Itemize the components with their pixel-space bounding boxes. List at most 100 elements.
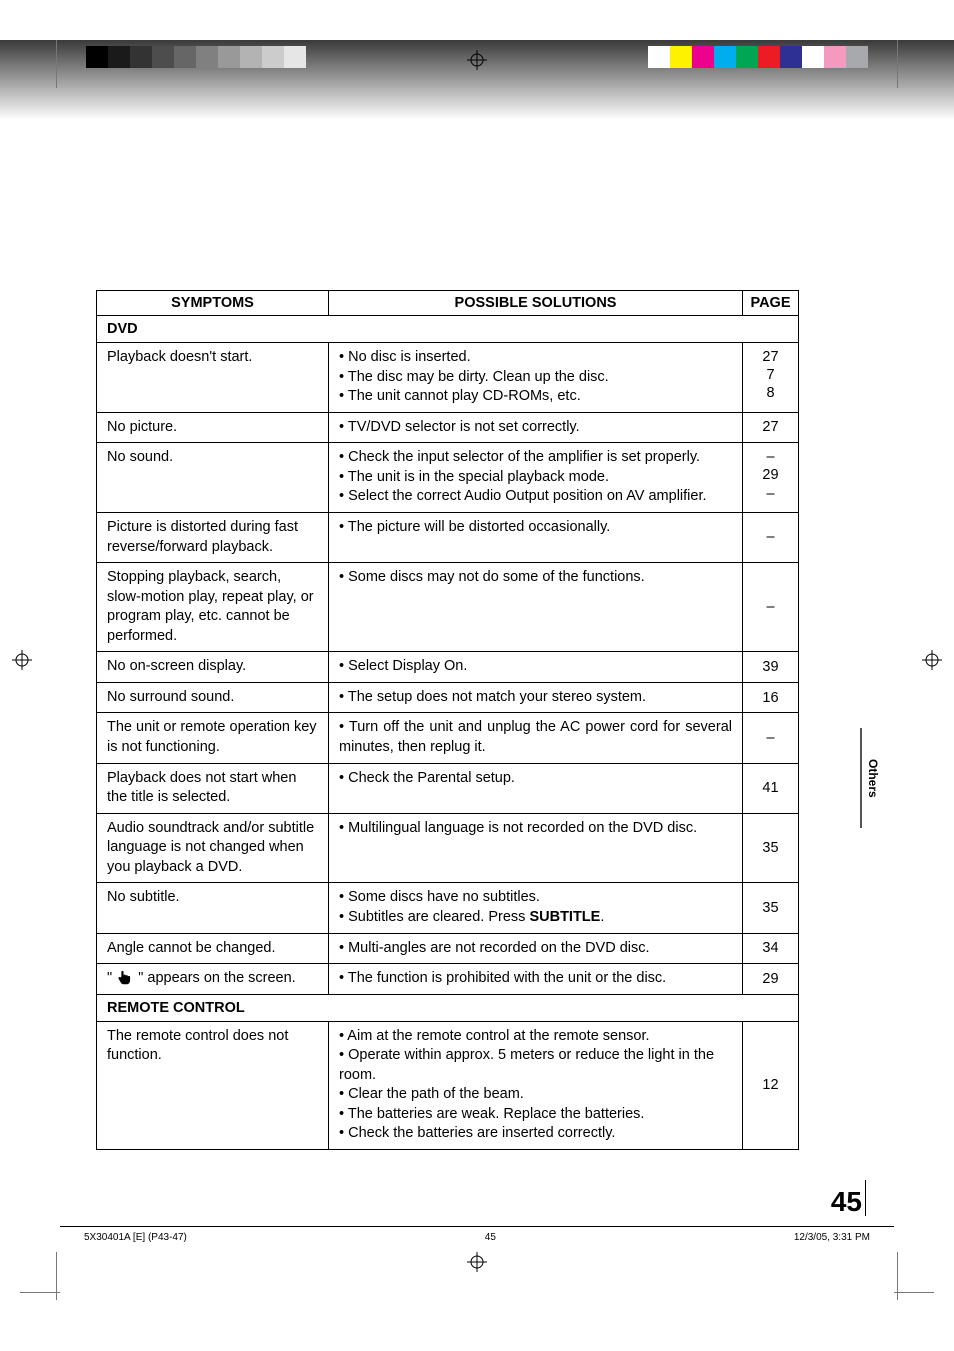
page-ref: 8 bbox=[753, 384, 788, 402]
solution-cell: • Multilingual language is not recorded … bbox=[329, 813, 743, 883]
table-row: No picture. • TV/DVD selector is not set … bbox=[97, 412, 799, 443]
swatch bbox=[692, 46, 714, 68]
solution-line: • Some discs have no subtitles. bbox=[339, 888, 732, 908]
solution-cell: • No disc is inserted.• The disc may be … bbox=[329, 343, 743, 413]
registration-mark-icon bbox=[12, 650, 32, 670]
solution-cell: • Some discs may not do some of the func… bbox=[329, 563, 743, 652]
page-ref: 12 bbox=[753, 1076, 788, 1094]
section-label: DVD bbox=[97, 316, 799, 343]
page-ref-cell: – bbox=[743, 713, 799, 763]
symptom-cell: Playback does not start when the title i… bbox=[97, 763, 329, 813]
registration-mark-icon bbox=[467, 1252, 487, 1277]
table-row: The unit or remote operation key is not … bbox=[97, 713, 799, 763]
solution-line: • The disc may be dirty. Clean up the di… bbox=[339, 368, 732, 388]
page-ref-cell: – bbox=[743, 563, 799, 652]
section-tab: Others bbox=[860, 728, 884, 828]
page-ref-cell: 16 bbox=[743, 682, 799, 713]
solution-line: • The function is prohibited with the un… bbox=[339, 969, 732, 989]
solution-line: • No disc is inserted. bbox=[339, 348, 732, 368]
swatch bbox=[130, 46, 152, 68]
page-ref: – bbox=[753, 485, 788, 503]
page-ref: 7 bbox=[753, 366, 788, 384]
swatch bbox=[824, 46, 846, 68]
symptom-cell: Playback doesn't start. bbox=[97, 343, 329, 413]
page-ref-cell: 41 bbox=[743, 763, 799, 813]
page-ref: 27 bbox=[753, 348, 788, 366]
swatch bbox=[196, 46, 218, 68]
solution-cell: • TV/DVD selector is not set correctly. bbox=[329, 412, 743, 443]
solution-cell: • Check the input selector of the amplif… bbox=[329, 443, 743, 513]
symptom-cell: Picture is distorted during fast reverse… bbox=[97, 512, 329, 562]
symptom-cell: Audio soundtrack and/or subtitle languag… bbox=[97, 813, 329, 883]
solution-line: • Check the Parental setup. bbox=[339, 769, 732, 789]
page-ref: 35 bbox=[753, 839, 788, 857]
table-row: No on-screen display. • Select Display On… bbox=[97, 652, 799, 683]
page-ref: 29 bbox=[753, 466, 788, 484]
swatch bbox=[152, 46, 174, 68]
hand-stop-icon bbox=[116, 970, 134, 986]
solution-line: • Check the input selector of the amplif… bbox=[339, 448, 732, 468]
gray-swatches bbox=[86, 46, 306, 68]
solution-cell: • The function is prohibited with the un… bbox=[329, 964, 743, 995]
solution-cell: • Multi-angles are not recorded on the D… bbox=[329, 933, 743, 964]
solution-line: • Clear the path of the beam. bbox=[339, 1085, 732, 1105]
swatch bbox=[240, 46, 262, 68]
registration-mark-icon bbox=[467, 50, 487, 70]
swatch bbox=[218, 46, 240, 68]
solution-line: • The picture will be distorted occasion… bbox=[339, 518, 732, 538]
swatch bbox=[758, 46, 780, 68]
swatch bbox=[284, 46, 306, 68]
footer-rule bbox=[60, 1226, 894, 1227]
swatch bbox=[670, 46, 692, 68]
page-ref: 35 bbox=[753, 899, 788, 917]
page-ref-cell: 39 bbox=[743, 652, 799, 683]
swatch bbox=[736, 46, 758, 68]
page-ref-cell: 35 bbox=[743, 813, 799, 883]
solution-cell: • Check the Parental setup. bbox=[329, 763, 743, 813]
swatch bbox=[780, 46, 802, 68]
page-number-rule bbox=[865, 1180, 866, 1216]
solution-cell: • Aim at the remote control at the remot… bbox=[329, 1021, 743, 1149]
swatch bbox=[802, 46, 824, 68]
solution-line: • Multilingual language is not recorded … bbox=[339, 819, 732, 839]
troubleshooting-table-wrap: SYMPTOMS POSSIBLE SOLUTIONS PAGE DVDPlay… bbox=[96, 290, 798, 1150]
symptom-cell: Angle cannot be changed. bbox=[97, 933, 329, 964]
symptom-cell: No picture. bbox=[97, 412, 329, 443]
symptom-cell: The remote control does not function. bbox=[97, 1021, 329, 1149]
registration-mark-icon bbox=[922, 650, 942, 670]
symptom-cell: No subtitle. bbox=[97, 883, 329, 933]
symptom-cell: " " appears on the screen. bbox=[97, 964, 329, 995]
table-row: Picture is distorted during fast reverse… bbox=[97, 512, 799, 562]
footer-doc: 5X30401A [E] (P43-47) bbox=[84, 1232, 187, 1243]
table-row: Playback does not start when the title i… bbox=[97, 763, 799, 813]
solution-line: • Turn off the unit and unplug the AC po… bbox=[339, 718, 732, 757]
table-row: " " appears on the screen. • The function… bbox=[97, 964, 799, 995]
table-row: No surround sound.• The setup does not m… bbox=[97, 682, 799, 713]
page-ref: – bbox=[753, 448, 788, 466]
table-header-row: SYMPTOMS POSSIBLE SOLUTIONS PAGE bbox=[97, 291, 799, 316]
table-row: Stopping playback, search, slow-motion p… bbox=[97, 563, 799, 652]
symptom-cell: Stopping playback, search, slow-motion p… bbox=[97, 563, 329, 652]
troubleshooting-table: SYMPTOMS POSSIBLE SOLUTIONS PAGE DVDPlay… bbox=[96, 290, 799, 1150]
page-ref: 41 bbox=[753, 779, 788, 797]
footer-page: 45 bbox=[485, 1232, 496, 1243]
solution-cell: • Some discs have no subtitles.• Subtitl… bbox=[329, 883, 743, 933]
solution-line: • TV/DVD selector is not set correctly. bbox=[339, 418, 732, 438]
swatch bbox=[86, 46, 108, 68]
footer-timestamp: 12/3/05, 3:31 PM bbox=[794, 1232, 870, 1243]
solution-line: • Operate within approx. 5 meters or red… bbox=[339, 1046, 732, 1085]
page-ref: – bbox=[753, 729, 788, 747]
page-ref-cell: 34 bbox=[743, 933, 799, 964]
table-row: Angle cannot be changed.• Multi-angles a… bbox=[97, 933, 799, 964]
page-number: 45 bbox=[831, 1186, 862, 1218]
symptom-cell: No on-screen display. bbox=[97, 652, 329, 683]
table-row: No subtitle.• Some discs have no subtitl… bbox=[97, 883, 799, 933]
page-ref: – bbox=[753, 528, 788, 546]
swatch bbox=[174, 46, 196, 68]
table-row: Playback doesn't start.• No disc is inse… bbox=[97, 343, 799, 413]
solution-line: • The setup does not match your stereo s… bbox=[339, 688, 732, 708]
solution-line: • Select Display On. bbox=[339, 657, 732, 677]
page-ref-cell: – bbox=[743, 512, 799, 562]
page-ref-cell: 12 bbox=[743, 1021, 799, 1149]
section-row: DVD bbox=[97, 316, 799, 343]
